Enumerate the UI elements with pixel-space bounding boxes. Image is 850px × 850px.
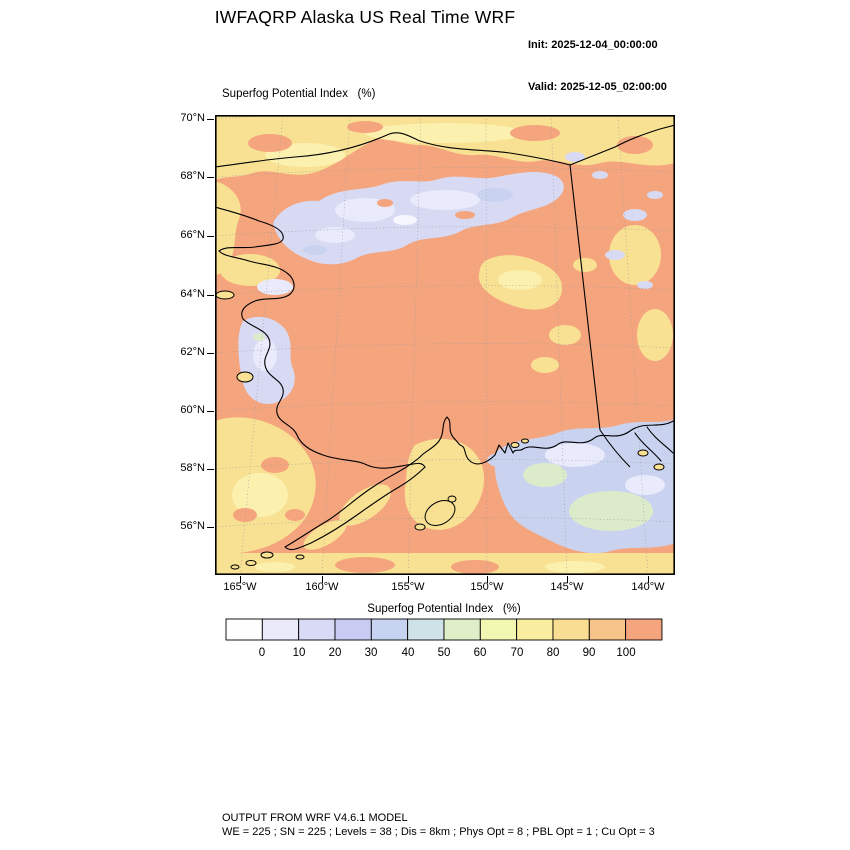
y-axis-tick — [207, 353, 214, 354]
y-axis-tick — [207, 236, 214, 237]
colorbar-tick-label: 100 — [616, 647, 636, 659]
y-tick-label: 64°N — [180, 288, 205, 300]
y-axis-tick — [207, 527, 214, 528]
colorbar-cell — [298, 618, 336, 641]
colorbar-cell — [479, 618, 518, 641]
x-axis-tick — [648, 576, 649, 583]
y-tick-label: 68°N — [180, 170, 205, 182]
colorbar-cell — [407, 618, 445, 641]
y-axis-tick — [207, 411, 214, 412]
y-axis-tick — [207, 469, 214, 470]
colorbar-tick-label: 0 — [258, 647, 266, 659]
colorbar — [225, 618, 663, 641]
y-tick-label: 56°N — [180, 520, 205, 532]
valid-time: Valid: 2025-12-05_02:00:00 — [528, 81, 667, 93]
x-tick-label: 160°W — [305, 581, 339, 593]
colorbar-cell — [552, 618, 590, 641]
init-time: Init: 2025-12-04_00:00:00 — [528, 39, 658, 51]
colorbar-cell — [588, 618, 627, 641]
y-axis-tick — [207, 119, 214, 120]
colorbar-cell — [261, 618, 300, 641]
map-lavender-regions — [238, 152, 675, 554]
footer-config-line: WE = 225 ; SN = 225 ; Levels = 38 ; Dis … — [222, 826, 655, 838]
canada-border — [569, 164, 631, 468]
alaska-map-plot — [215, 115, 675, 575]
y-tick-label: 66°N — [180, 229, 205, 241]
x-tick-label: 150°W — [470, 581, 504, 593]
colorbar-tick-label: 30 — [364, 647, 378, 659]
colorbar-tick-label: 40 — [401, 647, 415, 659]
colorbar-cell — [443, 618, 481, 641]
x-tick-label: 155°W — [391, 581, 425, 593]
y-tick-label: 60°N — [180, 404, 205, 416]
graticule — [215, 115, 675, 575]
colorbar-label: Superfog Potential Index (%) — [367, 603, 521, 615]
x-axis-tick — [322, 576, 323, 583]
colorbar-tick-label: 70 — [510, 647, 524, 659]
colorbar-cell — [516, 618, 554, 641]
colorbar-cell — [625, 618, 663, 641]
run-info: Init: 2025-12-04_00:00:00 Valid: 2025-12… — [528, 10, 667, 122]
colorbar-tick-label: 10 — [292, 647, 306, 659]
y-axis-tick — [207, 295, 214, 296]
colorbar-cell — [370, 618, 409, 641]
map-border — [215, 115, 675, 575]
x-axis-tick — [567, 576, 568, 583]
map-top-label: Superfog Potential Index (%) — [222, 88, 376, 100]
colorbar-tick-label: 20 — [328, 647, 342, 659]
colorbar-tick-label: 50 — [437, 647, 451, 659]
y-tick-label: 70°N — [180, 112, 205, 124]
colorbar-tick-label: 60 — [473, 647, 487, 659]
y-axis-tick — [207, 177, 214, 178]
x-tick-label: 165°W — [223, 581, 257, 593]
x-tick-label: 140°W — [631, 581, 665, 593]
x-axis-tick — [240, 576, 241, 583]
colorbar-cell — [225, 618, 263, 641]
colorbar-tick-label: 90 — [582, 647, 596, 659]
page-title: IWFAQRP Alaska US Real Time WRF — [214, 7, 516, 27]
coastline — [215, 124, 675, 570]
footer-model-line: OUTPUT FROM WRF V4.6.1 MODEL — [222, 812, 408, 824]
y-tick-label: 62°N — [180, 346, 205, 358]
colorbar-tick-label: 80 — [546, 647, 560, 659]
map-yellow-regions — [215, 115, 675, 575]
x-axis-tick — [487, 576, 488, 583]
x-tick-label: 145°W — [550, 581, 584, 593]
y-tick-label: 58°N — [180, 462, 205, 474]
colorbar-cell — [334, 618, 372, 641]
x-axis-tick — [408, 576, 409, 583]
